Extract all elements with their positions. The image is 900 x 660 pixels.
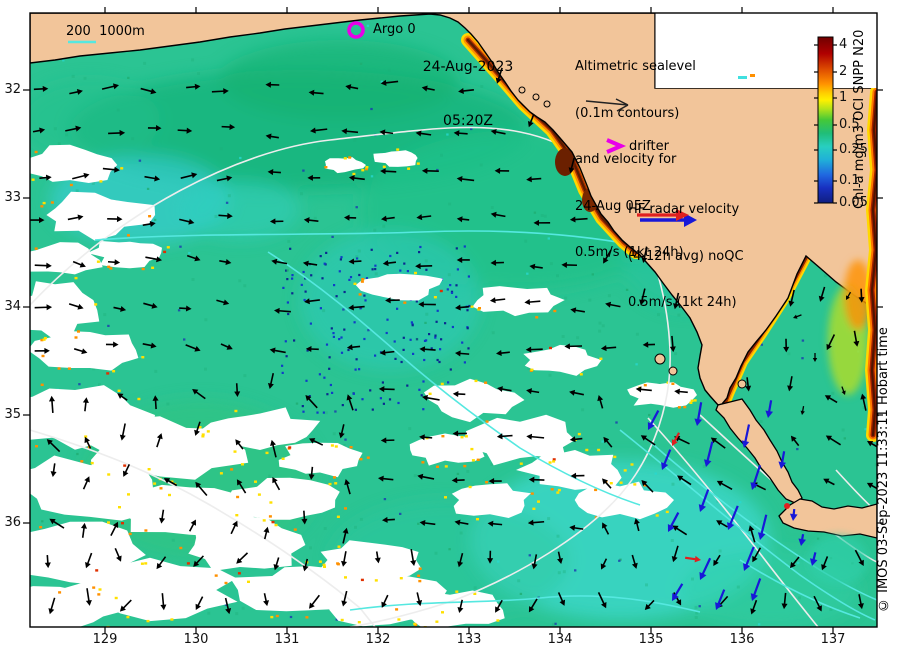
map-datetime: 24-Aug-2023 05:20Z [398, 22, 538, 148]
altimetric-note-line: and velocity for [575, 152, 677, 167]
x-axis-tick-label: 132 [365, 632, 391, 647]
cloud-edge-specks [31, 148, 697, 627]
hf-radar-scale-arrows [637, 209, 697, 227]
hf-radar-note-line: (4-12h avg) noQC [628, 248, 744, 264]
drifter-arrow-icon [606, 138, 627, 154]
depth-scale-label: 200 1000m [66, 24, 145, 39]
axis-tick-marks [23, 7, 883, 634]
altimetric-note: Altimetric sealevel (0.1m contours) and … [575, 28, 696, 276]
right-edge-bloom-strip [864, 85, 877, 442]
hf-radar-note-line: 0.5m/s (1kt 24h) [628, 295, 737, 310]
colorbar-title: Chl-a mg/m3 OCI SNPP N20 [852, 29, 867, 209]
altimetric-note-line: (0.1m contours) [575, 105, 680, 121]
x-axis-tick-label: 137 [820, 632, 846, 647]
gulf-bloom-patches [808, 260, 872, 585]
hf-radar-note: HF radar velocity (4-12h avg) noQC 0.5m/… [628, 171, 744, 326]
x-axis-tick-label: 133 [456, 632, 482, 647]
colorbar-tick-label: 1 [839, 90, 848, 105]
argo-float-icon [347, 21, 365, 39]
colorbar-tick-label: 4 [839, 37, 848, 52]
credit-text: © IMOS 03-Sep-2023 11:33:11 Hobart time [876, 327, 891, 613]
colorbar-tick-label: 2 [839, 64, 848, 79]
altimetric-note-line: 24-Aug 05Z [575, 198, 651, 214]
hf-radar-arrows [647, 400, 818, 610]
altimetric-note-line: Altimetric sealevel [575, 59, 696, 74]
date-line: 24-Aug-2023 [422, 59, 514, 75]
time-line: 05:20Z [443, 113, 493, 129]
y-axis-tick-label: 32 [4, 82, 21, 97]
small-islands [518, 86, 747, 389]
drifter-label: drifter [629, 139, 669, 154]
y-axis-tick-label: 36 [4, 515, 21, 530]
map-frame [29, 12, 878, 628]
isobath-contours-cyan [94, 230, 877, 621]
colorbar-tick-label: 0.1 [839, 173, 860, 188]
x-axis-tick-label: 130 [183, 632, 209, 647]
colorbar-tick-label: 0.05 [839, 195, 868, 210]
current-velocity-arrows [30, 67, 877, 615]
colorbar-tick-label: 0.5 [839, 117, 860, 132]
altimetric-note-line: 0.5m/s (1kt 24h) [575, 245, 684, 260]
notch-orange-mark [750, 74, 755, 77]
y-axis-tick-label: 33 [4, 190, 21, 205]
notch-cyan-mark [738, 76, 747, 79]
x-axis-tick-label: 134 [547, 632, 573, 647]
colorbar-tick-label: 0.25 [839, 142, 868, 157]
altimetric-scale-arrow [585, 98, 629, 112]
y-axis-tick-label: 34 [4, 299, 21, 314]
land-mainland [30, 13, 877, 406]
x-axis-tick-label: 136 [729, 632, 755, 647]
legend-marks [68, 21, 697, 227]
hf-radar-arrows-red [671, 432, 701, 563]
map-plot-area [30, 13, 877, 627]
no-data-notch [655, 13, 877, 88]
y-axis-tick-label: 35 [4, 407, 21, 422]
land-southern-band [778, 498, 877, 539]
hf-radar-note-line: HF radar velocity [628, 202, 740, 217]
x-axis-tick-label: 129 [92, 632, 118, 647]
x-axis-tick-label: 131 [274, 632, 300, 647]
red-marker-dot [784, 503, 790, 509]
x-axis-tick-label: 135 [638, 632, 664, 647]
argo-label: Argo 0 [373, 22, 416, 37]
